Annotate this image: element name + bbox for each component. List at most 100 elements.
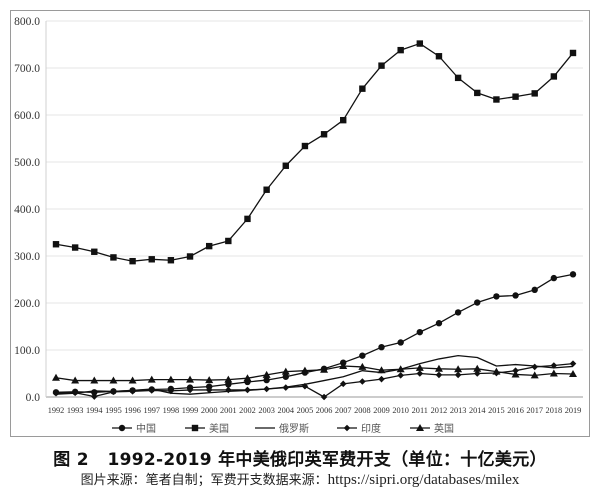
square-marker-icon — [110, 254, 117, 261]
circle-marker-icon — [416, 328, 424, 336]
x-tick-label: 2002 — [239, 406, 256, 415]
source-url: https://sipri.org/databases/milex — [327, 472, 520, 488]
diamond-marker-icon — [339, 380, 347, 388]
circle-marker-icon — [225, 381, 232, 388]
triangle-marker-icon — [262, 370, 271, 378]
x-tick-label: 2019 — [565, 406, 582, 415]
circle-marker-icon — [550, 274, 558, 282]
series-line — [55, 362, 574, 398]
triangle-marker-icon — [339, 361, 348, 369]
diamond-marker-icon — [531, 363, 539, 371]
x-tick-label: 2006 — [316, 406, 333, 415]
square-marker-icon — [531, 90, 538, 97]
x-tick-label: 2003 — [258, 406, 275, 415]
series-line — [55, 354, 574, 395]
diamond-marker-icon — [416, 370, 424, 377]
triangle-marker-icon — [377, 366, 386, 374]
series-line — [55, 42, 574, 262]
square-marker-icon — [301, 142, 309, 150]
x-tick-label: 1999 — [182, 406, 199, 415]
square-marker-icon — [129, 257, 136, 265]
diamond-marker-icon — [454, 371, 462, 379]
y-tick-label: 200.0 — [14, 298, 40, 310]
triangle-marker-icon — [358, 362, 367, 370]
x-tick-label: 2010 — [392, 406, 409, 415]
circle-marker-icon — [118, 424, 126, 432]
legend-label: 印度 — [361, 422, 381, 435]
circle-marker-icon — [531, 286, 538, 294]
diamond-marker-icon — [343, 424, 351, 432]
x-tick-label: 2004 — [277, 406, 294, 415]
square-marker-icon — [435, 53, 443, 60]
triangle-marker-icon — [396, 365, 405, 373]
y-tick-label: 300.0 — [14, 251, 40, 263]
diamond-marker-icon — [397, 372, 404, 379]
diamond-marker-icon — [148, 387, 156, 394]
diamond-marker-icon — [473, 370, 481, 377]
chart-frame — [10, 10, 590, 437]
square-marker-icon — [263, 186, 270, 193]
triangle-marker-icon — [415, 363, 424, 371]
legend-item: 英国 — [410, 422, 454, 435]
square-marker-icon — [91, 248, 98, 255]
triangle-marker-icon — [224, 375, 233, 383]
legend-label: 俄罗斯 — [279, 422, 309, 435]
triangle-marker-icon — [52, 373, 60, 381]
diamond-marker-icon — [320, 393, 328, 401]
x-tick-label: 1996 — [124, 406, 141, 415]
x-axis-labels: 1992 1993 1994 1995 1996 1997 1998 1999 2000 2001… — [48, 406, 582, 415]
diamond-marker-icon — [301, 382, 309, 390]
legend-label: 中国 — [136, 422, 156, 435]
series-俄罗斯 — [55, 354, 574, 395]
y-tick-label: 500.0 — [14, 157, 40, 169]
square-marker-icon — [282, 162, 289, 169]
figure-title: 1992-2019 年中美俄印英军费开支（单位：十亿美元） — [107, 450, 547, 470]
triangle-marker-icon — [71, 376, 80, 384]
square-marker-icon — [52, 241, 60, 248]
circle-marker-icon — [569, 271, 577, 278]
diamond-marker-icon — [167, 387, 175, 395]
triangle-marker-icon — [416, 424, 424, 431]
diamond-marker-icon — [205, 386, 213, 394]
x-tick-label: 2012 — [431, 406, 448, 415]
triangle-marker-icon — [569, 369, 577, 377]
triangle-marker-icon — [186, 375, 195, 383]
circle-marker-icon — [512, 292, 519, 299]
x-tick-label: 2001 — [220, 406, 237, 415]
circle-marker-icon — [493, 293, 500, 300]
triangle-marker-icon — [281, 367, 290, 375]
source-prefix: 图片来源：笔者自制；军费开支数据来源： — [80, 473, 328, 488]
x-tick-label: 2015 — [488, 406, 505, 415]
square-marker-icon — [205, 242, 213, 250]
y-tick-label: 600.0 — [14, 110, 40, 122]
triangle-marker-icon — [492, 367, 501, 375]
circle-marker-icon — [263, 376, 270, 384]
circle-marker-icon — [474, 299, 481, 306]
square-marker-icon — [191, 424, 199, 432]
x-tick-label: 2018 — [546, 406, 563, 415]
triangle-marker-icon — [454, 365, 463, 373]
diamond-marker-icon — [225, 386, 232, 394]
x-tick-label: 2009 — [373, 406, 390, 415]
legend-item: 印度 — [337, 422, 381, 435]
square-marker-icon — [148, 256, 155, 263]
triangle-marker-icon — [300, 366, 309, 374]
legend-item: 俄罗斯 — [255, 422, 309, 435]
diamond-marker-icon — [435, 371, 443, 379]
figure-source: 图片来源：笔者自制；军费开支数据来源：https://sipri.org/dat… — [0, 469, 600, 489]
triangle-marker-icon — [166, 375, 175, 383]
x-tick-label: 1994 — [86, 406, 103, 415]
triangle-marker-icon — [243, 374, 252, 382]
square-marker-icon — [569, 49, 577, 57]
x-tick-label: 2017 — [526, 406, 543, 415]
square-marker-icon — [550, 73, 558, 80]
square-marker-icon — [512, 93, 519, 100]
y-axis-labels: 0.0 100.0 200.0 300.0 400.0 500.0 600.0 700.0 80… — [14, 16, 40, 404]
x-tick-label: 2000 — [201, 406, 218, 415]
diamond-marker-icon — [90, 393, 98, 400]
square-marker-icon — [397, 46, 404, 54]
x-tick-label: 2005 — [297, 406, 314, 415]
x-tick-label: 2016 — [507, 406, 524, 415]
diamond-marker-icon — [110, 388, 117, 396]
x-tick-label: 2013 — [450, 406, 467, 415]
